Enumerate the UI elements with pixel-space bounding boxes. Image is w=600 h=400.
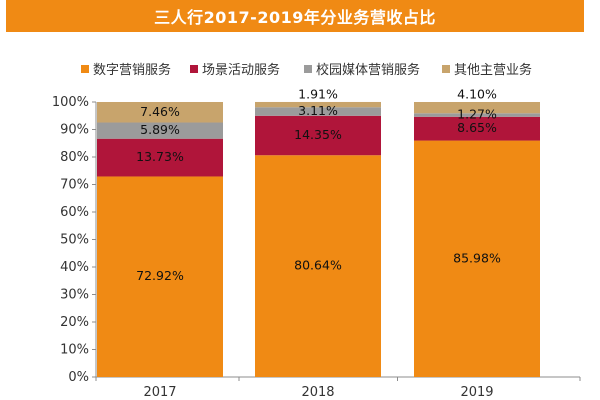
chart-legend: 数字营销服务 场景活动服务 校园媒体营销服务 其他主营业务	[81, 62, 532, 78]
bar-value-label: 7.46%	[140, 104, 180, 119]
chart-title: 三人行2017-2019年分业务营收占比	[6, 0, 584, 32]
bar-value-label: 80.64%	[294, 258, 342, 273]
bar-value-label: 85.98%	[453, 250, 501, 265]
legend-swatch	[442, 65, 450, 73]
bar-segment	[414, 140, 540, 377]
bar-segment	[414, 102, 540, 114]
bar-segment	[255, 107, 381, 116]
y-tick-label: 70%	[60, 178, 89, 193]
bar-value-label: 13.73%	[136, 149, 184, 164]
bar-segment	[255, 155, 381, 377]
legend-swatch	[190, 65, 198, 73]
bar-segment	[97, 102, 223, 123]
bar-value-label: 72.92%	[136, 268, 184, 283]
y-tick-label: 90%	[60, 123, 89, 138]
bar-value-label: 1.27%	[457, 107, 497, 122]
legend-swatch	[81, 65, 89, 73]
legend-label: 数字营销服务	[93, 62, 171, 78]
bar-value-label: 5.89%	[140, 122, 180, 137]
y-tick-label: 50%	[60, 233, 89, 248]
x-tick-label: 2018	[301, 385, 334, 400]
bar-segment	[255, 101, 381, 108]
bar-value-label: 3.11%	[298, 103, 338, 118]
bar-segment	[414, 116, 540, 141]
y-tick-label: 40%	[60, 260, 89, 275]
chart-bars	[97, 101, 540, 377]
y-tick-label: 30%	[60, 288, 89, 303]
bar-value-label: 4.10%	[457, 87, 497, 102]
y-tick-label: 20%	[60, 315, 89, 330]
y-tick-label: 60%	[60, 205, 89, 220]
y-tick-label: 100%	[52, 95, 89, 110]
y-tick-label: 10%	[60, 343, 89, 358]
legend-swatch	[304, 65, 312, 73]
legend-label: 其他主营业务	[454, 62, 532, 78]
x-tick-label: 2017	[143, 385, 176, 400]
x-tick-label: 2019	[460, 385, 493, 400]
bar-segment	[414, 113, 540, 117]
bar-segment	[255, 115, 381, 156]
y-tick-label: 80%	[60, 150, 89, 165]
bar-segment	[97, 138, 223, 177]
bar-segment	[97, 176, 223, 377]
chart-axes: 0% 10% 20% 30% 40% 50% 60% 70% 80% 90% 100% 2017 201…	[52, 95, 581, 400]
legend-label: 场景活动服务	[202, 62, 280, 78]
legend-label: 校园媒体营销服务	[316, 62, 420, 78]
bar-value-label: 1.91%	[298, 86, 338, 101]
y-tick-label: 0%	[68, 370, 89, 385]
bar-value-label: 14.35%	[294, 127, 342, 142]
bar-segment	[97, 122, 223, 139]
bar-value-label: 8.65%	[457, 120, 497, 135]
chart-value-labels: 72.92% 13.73% 5.89% 7.46% 80.64% 14.35% 3.11% 1…	[136, 86, 501, 283]
